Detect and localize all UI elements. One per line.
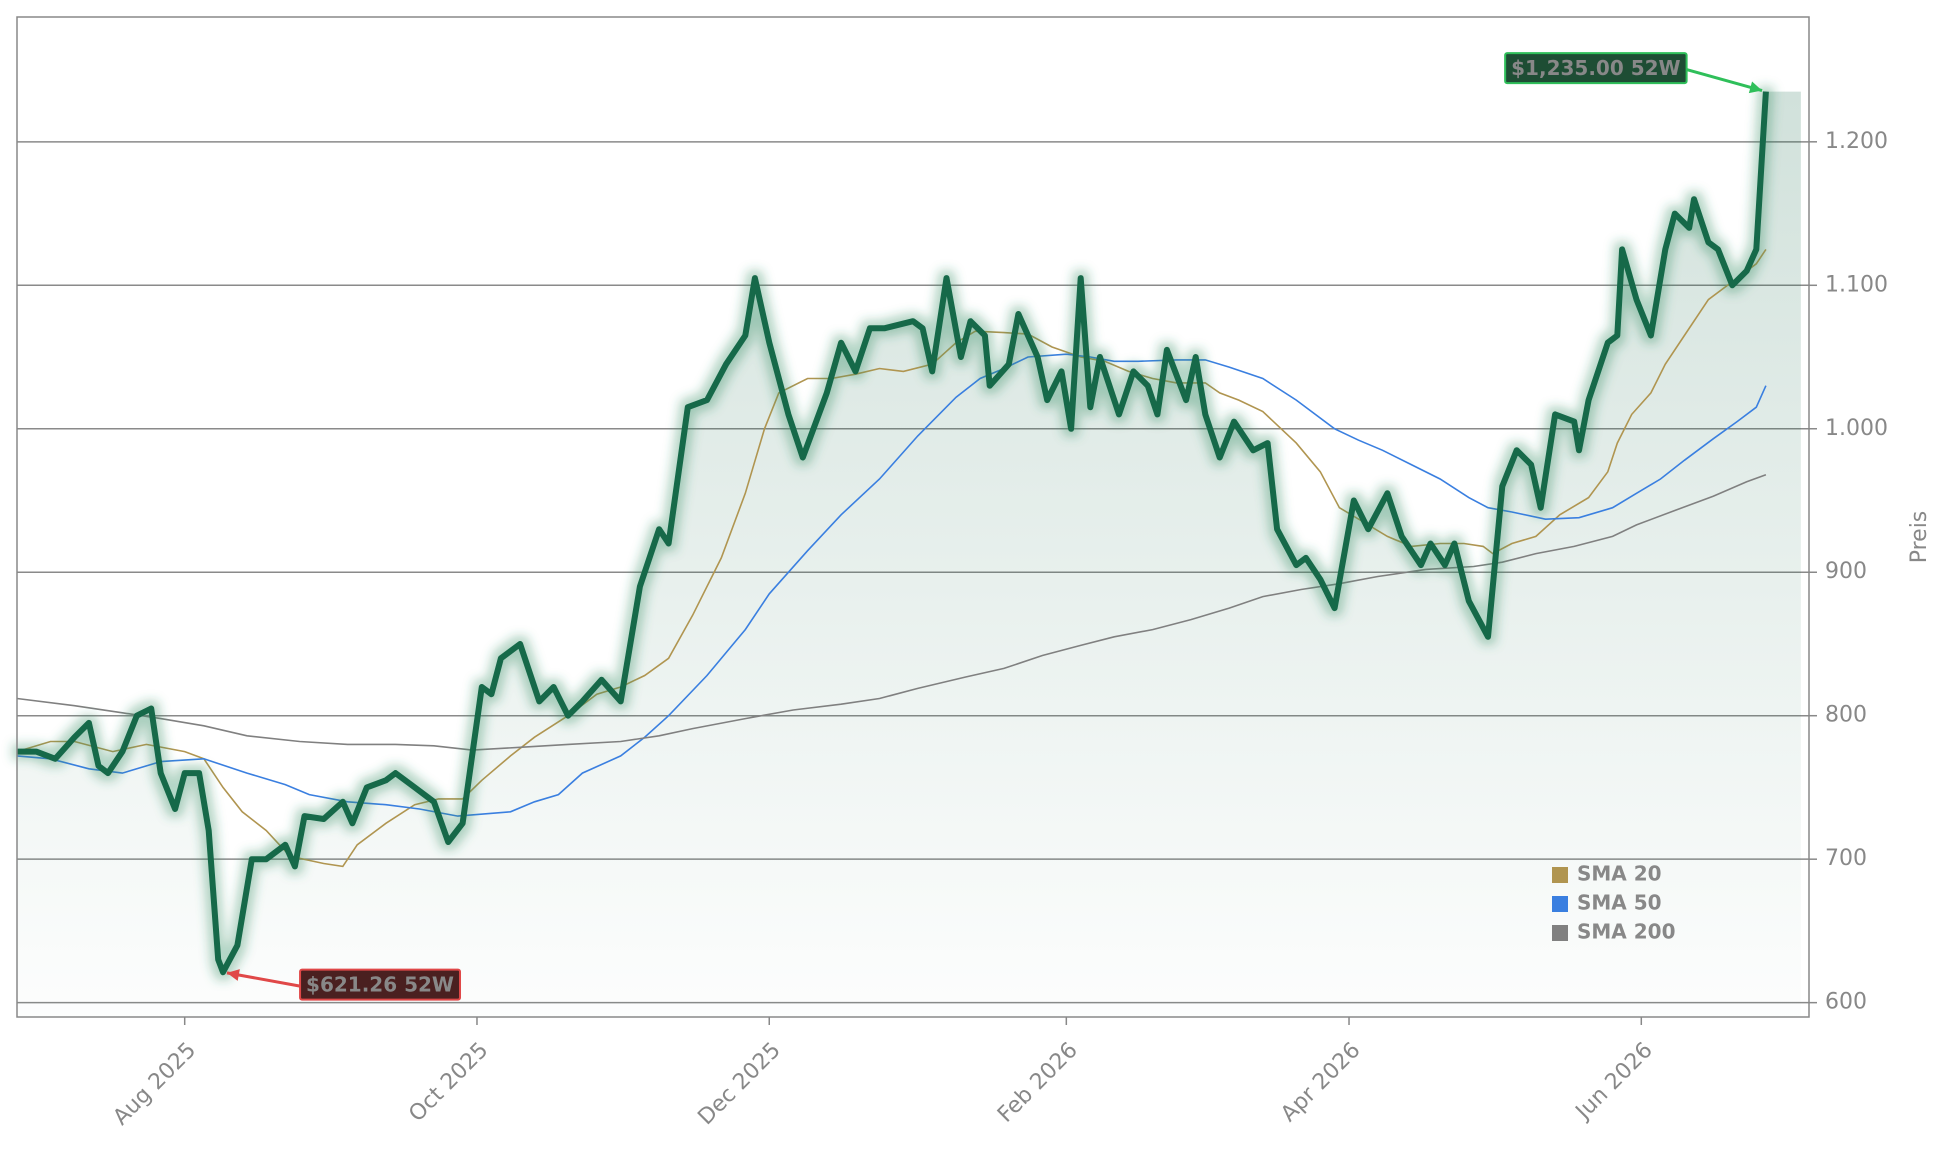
x-tick-label: Apr 2026	[1276, 1038, 1365, 1127]
annotation-arrow	[1686, 68, 1763, 92]
y-tick-label: 700	[1825, 846, 1867, 871]
sma-line	[16, 353, 1767, 817]
annotation: $1,235.00 52W	[1504, 52, 1763, 94]
annotation-label: $621.26 52W	[306, 973, 454, 997]
x-tick-label: Dec 2025	[693, 1038, 785, 1130]
legend-label: SMA 200	[1577, 920, 1676, 944]
plot-frame	[16, 16, 1810, 1018]
arrow-head	[226, 969, 240, 981]
x-tick-label: Aug 2025	[109, 1038, 202, 1131]
legend-swatch	[1552, 925, 1568, 941]
x-tick-label: Jun 2026	[1570, 1038, 1658, 1126]
y-tick-label: 900	[1825, 559, 1867, 584]
x-tick-label: Feb 2026	[993, 1038, 1083, 1128]
x-tick-label: Oct 2025	[404, 1038, 493, 1127]
y-tick-label: 600	[1825, 990, 1867, 1015]
price-line	[17, 91, 1769, 976]
sma-line	[16, 473, 1767, 751]
annotation: $621.26 52W	[226, 968, 462, 1001]
y-tick-label: 1.100	[1825, 272, 1888, 297]
legend-label: SMA 20	[1577, 862, 1662, 886]
annotation-box	[1504, 52, 1688, 85]
price-area	[17, 91, 1801, 1018]
legend-swatch	[1552, 867, 1568, 883]
annotation-arrow	[226, 971, 301, 988]
y-axis-label: Preis	[1907, 511, 1932, 564]
y-tick-label: 1.000	[1825, 416, 1888, 441]
annotation-label: $1,235.00 52W	[1511, 56, 1680, 80]
y-tick-label: 800	[1825, 703, 1867, 728]
legend-swatch	[1552, 896, 1568, 912]
arrow-head	[1748, 81, 1763, 94]
y-tick-label: 1.200	[1825, 129, 1888, 154]
legend-label: SMA 50	[1577, 891, 1662, 915]
